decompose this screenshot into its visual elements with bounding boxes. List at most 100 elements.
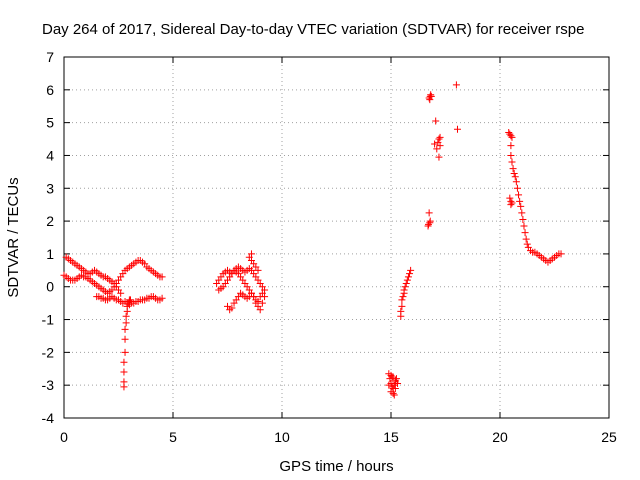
data-point [121, 335, 129, 343]
axis-ticks: 0 5 10 15 20 25 -4 -3 -2 -1 0 1 2 3 4 5 6 7 [42, 49, 617, 445]
data-point [391, 384, 399, 392]
data-point [407, 266, 415, 274]
data-point [510, 170, 518, 178]
data-point [507, 132, 515, 140]
data-point [509, 165, 517, 173]
data-point [390, 391, 398, 399]
plot-frame [63, 56, 610, 419]
x-tick-label: 20 [492, 429, 508, 445]
data-point [522, 235, 530, 243]
data-point [507, 142, 515, 150]
data-point [406, 270, 414, 278]
data-point [433, 145, 441, 153]
data-point [261, 293, 269, 301]
data-point [117, 289, 125, 297]
data-point [256, 306, 264, 314]
data-point [401, 283, 409, 291]
data-point [508, 199, 516, 207]
data-point [121, 325, 129, 333]
data-point [426, 217, 434, 225]
data-point [518, 209, 526, 217]
x-tick-label: 5 [169, 429, 177, 445]
data-point [506, 194, 514, 202]
y-tick-label: 0 [46, 279, 54, 295]
data-point [120, 378, 128, 386]
data-point [399, 293, 407, 301]
data-point [523, 240, 531, 248]
data-point [391, 376, 399, 384]
data-point [512, 178, 520, 186]
data-point [515, 191, 523, 199]
x-tick-label: 25 [601, 429, 617, 445]
data-point [431, 140, 439, 148]
data-point [400, 286, 408, 294]
data-point [517, 202, 525, 210]
y-tick-label: 3 [46, 180, 54, 196]
y-axis-label: SDTVAR / TECUs [5, 177, 22, 297]
data-point [258, 299, 266, 307]
data-point [228, 304, 236, 312]
data-point [120, 368, 128, 376]
y-tick-label: 6 [46, 82, 54, 98]
y-tick-label: -4 [42, 410, 55, 426]
data-point [158, 273, 166, 281]
data-point [402, 279, 410, 287]
y-tick-label: -2 [42, 344, 55, 360]
data-point [507, 201, 515, 209]
data-point [398, 296, 406, 304]
data-point [397, 307, 405, 315]
data-point [436, 133, 444, 141]
data-point [404, 273, 412, 281]
y-tick-label: 2 [46, 213, 54, 229]
data-point [507, 151, 515, 159]
data-point [254, 266, 262, 274]
data-point [511, 173, 519, 181]
data-point [250, 293, 258, 301]
data-point [557, 250, 565, 258]
data-point [247, 250, 255, 258]
data-point [435, 135, 443, 143]
data-point [385, 381, 393, 389]
data-point [392, 375, 400, 383]
x-tick-label: 15 [383, 429, 399, 445]
y-tick-label: 1 [46, 246, 54, 262]
data-point [120, 358, 128, 366]
data-marks [60, 81, 565, 399]
chart-title: Day 264 of 2017, Sidereal Day-to-day VTE… [42, 21, 584, 38]
data-point [520, 222, 528, 230]
data-point [436, 142, 444, 150]
data-point [122, 319, 130, 327]
x-tick-label: 0 [60, 429, 68, 445]
data-point [521, 229, 529, 237]
data-point [121, 348, 129, 356]
data-point [452, 81, 460, 89]
data-point [519, 215, 527, 223]
data-point [427, 92, 435, 100]
x-tick-label: 10 [274, 429, 290, 445]
data-point [425, 209, 433, 217]
y-tick-label: 4 [46, 147, 54, 163]
data-point [435, 153, 443, 161]
y-tick-label: 7 [46, 49, 54, 65]
y-tick-label: -1 [42, 312, 55, 328]
data-point [513, 184, 521, 192]
data-point [388, 373, 396, 381]
data-point [426, 96, 434, 104]
data-point [158, 294, 166, 302]
data-point [508, 158, 516, 166]
data-point [403, 276, 411, 284]
data-point [427, 91, 435, 99]
data-point [453, 125, 461, 133]
y-tick-label: 5 [46, 115, 54, 131]
data-point [508, 133, 516, 141]
data-point [432, 117, 440, 125]
data-point [398, 302, 406, 310]
data-point [122, 312, 130, 320]
x-axis-label: GPS time / hours [279, 458, 393, 475]
data-point [424, 220, 432, 228]
grid [64, 57, 609, 418]
data-point [126, 296, 134, 304]
y-tick-label: -3 [42, 377, 55, 393]
data-point [389, 389, 397, 397]
